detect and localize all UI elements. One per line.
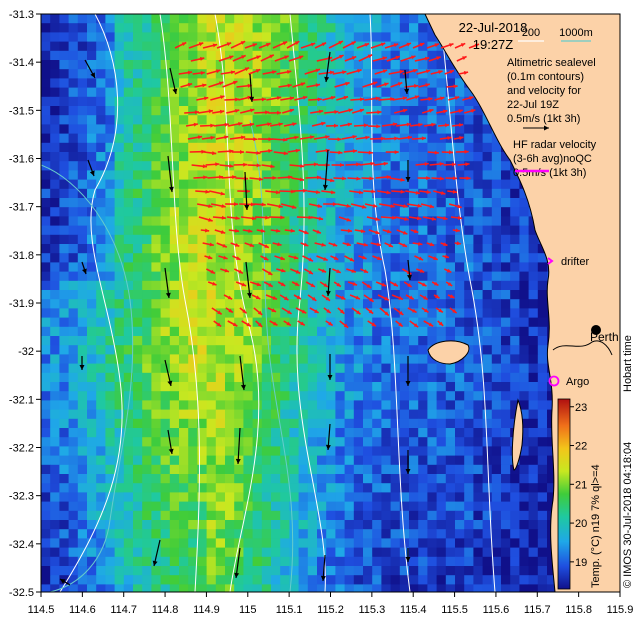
colorbar-tick-label: 21 [575, 479, 587, 491]
hobart-time-label: Hobart time [622, 335, 634, 392]
y-tick-label: -32 [18, 346, 34, 358]
x-tick-label: 115.9 [607, 604, 634, 616]
colorbar-tick-label: 22 [575, 441, 587, 453]
y-tick-label: -32.5 [9, 587, 34, 599]
colorbar-tick-label: 23 [575, 402, 587, 414]
y-tick-label: -31.7 [9, 202, 34, 214]
alt-legend-line-1: Altimetric sealevel [507, 57, 596, 69]
bathymetry-legend: 200 1000m [518, 27, 593, 42]
y-tick-label: -31.5 [9, 105, 34, 117]
perth-marker: Perth [590, 325, 619, 344]
alt-legend-scale: 0.5m/s (1kt 3h) [507, 113, 580, 125]
temperature-colorbar: 19 20 21 22 23 [557, 398, 587, 590]
argo-marker: Argo [548, 375, 589, 388]
colorbar-scale [557, 398, 571, 590]
hf-legend-line-1: HF radar velocity [513, 139, 597, 151]
map-time: 19:27Z [473, 37, 514, 52]
map-date: 22-Jul-2018 [459, 20, 528, 35]
y-tick-label: -32.3 [9, 491, 34, 503]
argo-label: Argo [566, 376, 589, 388]
colorbar-label: Temp. (°C) n19 7% ql>=4 [590, 464, 602, 588]
x-tick-label: 115.5 [441, 604, 468, 616]
colorbar-tick-label: 20 [575, 518, 587, 530]
colorbar-tick-label: 19 [575, 557, 587, 569]
land-mass [424, 14, 620, 592]
y-tick-label: -31.4 [9, 57, 34, 69]
x-tick-label: 114.9 [193, 604, 220, 616]
x-tick-label: 115.4 [400, 604, 427, 616]
y-tick-label: -31.3 [9, 9, 34, 21]
y-axis-ticks: -31.3 -31.4 -31.5 -31.6 -31.7 -31.8 -31.9 -32 -3… [9, 9, 41, 599]
x-tick-label: 115.7 [524, 604, 551, 616]
x-tick-label: 115 [239, 604, 257, 616]
x-tick-label: 114.5 [28, 604, 55, 616]
perth-label: Perth [590, 330, 619, 344]
altimetric-velocity-arrows [59, 51, 412, 586]
x-tick-label: 115.2 [317, 604, 344, 616]
y-tick-label: -32.4 [9, 539, 34, 551]
alt-scale-arrowhead [544, 125, 549, 131]
x-tick-label: 114.8 [152, 604, 179, 616]
bathy-1000-label: 1000m [559, 27, 593, 39]
altimetry-legend: Altimetric sealevel (0.1m contours) and … [507, 57, 596, 131]
alt-legend-line-4: 22-Jul 19Z [507, 99, 559, 111]
y-tick-label: -31.9 [9, 298, 34, 310]
drifter-marker: drifter [547, 256, 589, 268]
x-tick-label: 115.1 [276, 604, 303, 616]
alt-legend-line-3: and velocity for [507, 85, 581, 97]
x-tick-label: 115.8 [565, 604, 592, 616]
y-tick-label: -32.2 [9, 443, 34, 455]
y-tick-label: -31.6 [9, 154, 34, 166]
hf-legend-scale: 0.5m/s (1kt 3h) [513, 167, 586, 179]
x-tick-label: 115.3 [358, 604, 385, 616]
alt-legend-line-2: (0.1m contours) [507, 71, 584, 83]
x-tick-label: 114.6 [69, 604, 96, 616]
drifter-label: drifter [561, 256, 589, 268]
hf-radar-velocity-arrows [174, 40, 480, 329]
y-tick-label: -31.8 [9, 250, 34, 262]
colorbar-ticks: 19 20 21 22 23 [570, 402, 587, 569]
hf-legend-line-2: (3-6h avg)noQC [513, 153, 592, 165]
y-tick-label: -32.1 [9, 394, 34, 406]
bathy-200-label: 200 [522, 27, 540, 39]
hf-radar-legend: HF radar velocity (3-6h avg)noQC 0.5m/s … [513, 139, 597, 179]
x-axis-ticks: 114.5 114.6 114.7 114.8 114.9 115 115.1 115.2 11… [28, 592, 634, 616]
x-tick-label: 114.7 [110, 604, 137, 616]
credit-text: © IMOS 30-Jul-2018 04:18:04 [622, 442, 634, 588]
x-tick-label: 115.6 [483, 604, 510, 616]
